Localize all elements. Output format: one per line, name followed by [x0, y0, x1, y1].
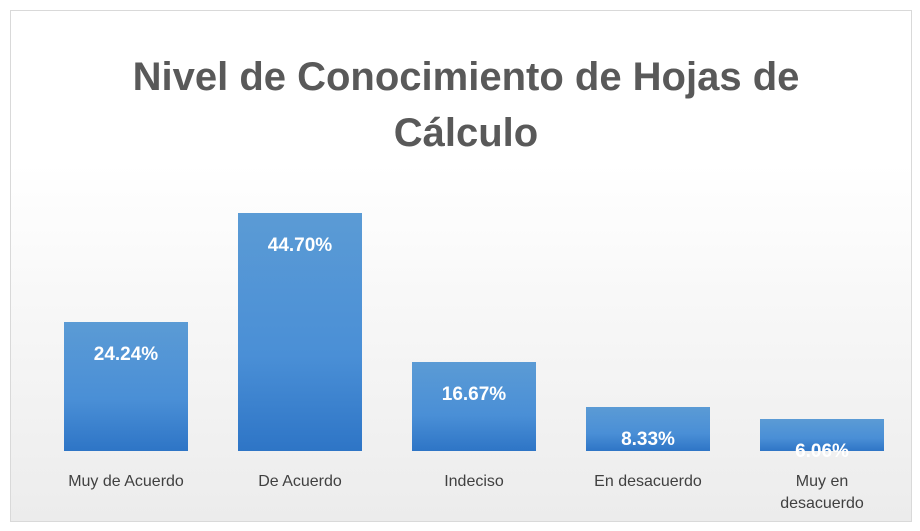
- x-tick-label: Muy en desacuerdo: [780, 473, 864, 512]
- value-label: 6.06%: [795, 440, 849, 462]
- x-tick-label: Muy de Acuerdo: [68, 473, 184, 490]
- x-tick-label: Indeciso: [444, 473, 504, 490]
- bar: [760, 418, 884, 451]
- value-label: 24.24%: [93, 344, 159, 366]
- value-label: 16.67%: [441, 384, 507, 406]
- chart: Nivel de Conocimiento de Hojas de Cálcul…: [10, 10, 912, 522]
- bar: [586, 406, 710, 451]
- x-tick-label: En desacuerdo: [594, 473, 702, 490]
- value-label: 44.70%: [267, 235, 333, 257]
- bar: [412, 362, 536, 451]
- chart-title: Nivel de Conocimiento de Hojas de Cálcul…: [132, 55, 800, 155]
- x-tick-label: De Acuerdo: [258, 473, 342, 490]
- bar: [238, 213, 362, 451]
- bar: [64, 322, 188, 451]
- value-label: 8.33%: [621, 428, 675, 450]
